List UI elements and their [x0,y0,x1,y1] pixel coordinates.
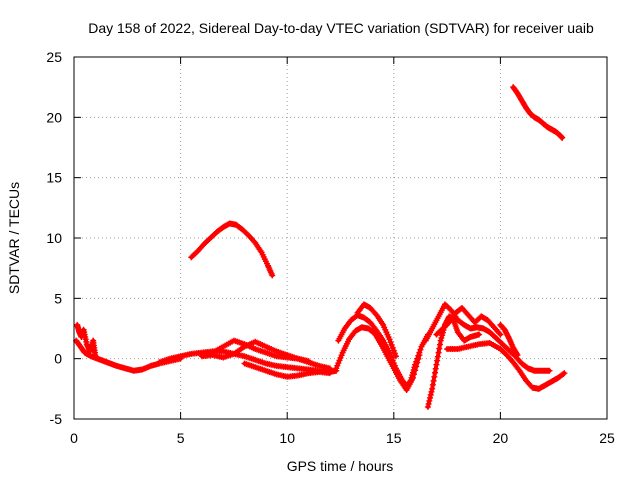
data-point-band [355,302,398,359]
x-tick-label: 15 [386,430,402,446]
data-point-band [334,325,422,393]
data-point-band [434,305,503,337]
data-point-band [425,314,482,409]
data-point-band [157,349,339,374]
plot-frame [73,56,608,420]
y-tick-label: 15 [46,170,62,186]
data-points [73,84,568,410]
chart-title: Day 158 of 2022, Sidereal Day-to-day VTE… [88,20,594,36]
data-point-band [75,322,98,358]
series-arc-evening-a [422,301,553,374]
y-tick-label: 25 [46,49,62,65]
series-arc-hump [188,220,276,279]
series-arc-midday-c [198,338,333,372]
series-arc-afternoon-b [333,324,423,394]
series-arc-high-late [510,84,566,141]
y-tick-label: 10 [46,230,62,246]
data-point-band [498,322,520,358]
data-point-band [199,339,332,371]
x-axis-label: GPS time / hours [287,458,394,474]
series-arc-evening-b [433,304,504,338]
data-point-band [423,302,552,373]
y-axis-label: SDTVAR / TECUs [6,182,22,294]
x-tick-label: 5 [177,430,185,446]
x-tick-label: 0 [70,430,78,446]
y-tick-label: -5 [50,411,63,427]
x-tick-label: 10 [279,430,295,446]
x-tick-label: 20 [493,430,509,446]
data-point-band [445,340,567,391]
series-arc-early-spikes [74,321,99,359]
series-arc-evening-c [444,339,568,392]
data-point-band [511,85,565,140]
series-arc-midday-d [241,360,333,380]
axis-ticks: 0 5 10 15 20 25 -5 0 5 10 15 20 25 [46,49,615,446]
series-arc-afternoon-c [354,301,399,360]
y-tick-label: 20 [46,109,62,125]
y-tick-label: 5 [54,290,62,306]
y-tick-label: 0 [54,351,62,367]
series-arc-dip-low [424,313,483,410]
data-point-band [74,338,183,373]
data-point-band [242,361,332,379]
x-tick-label: 25 [599,430,615,446]
series-arc-evening-spike [497,321,521,359]
data-point-band [189,221,275,278]
